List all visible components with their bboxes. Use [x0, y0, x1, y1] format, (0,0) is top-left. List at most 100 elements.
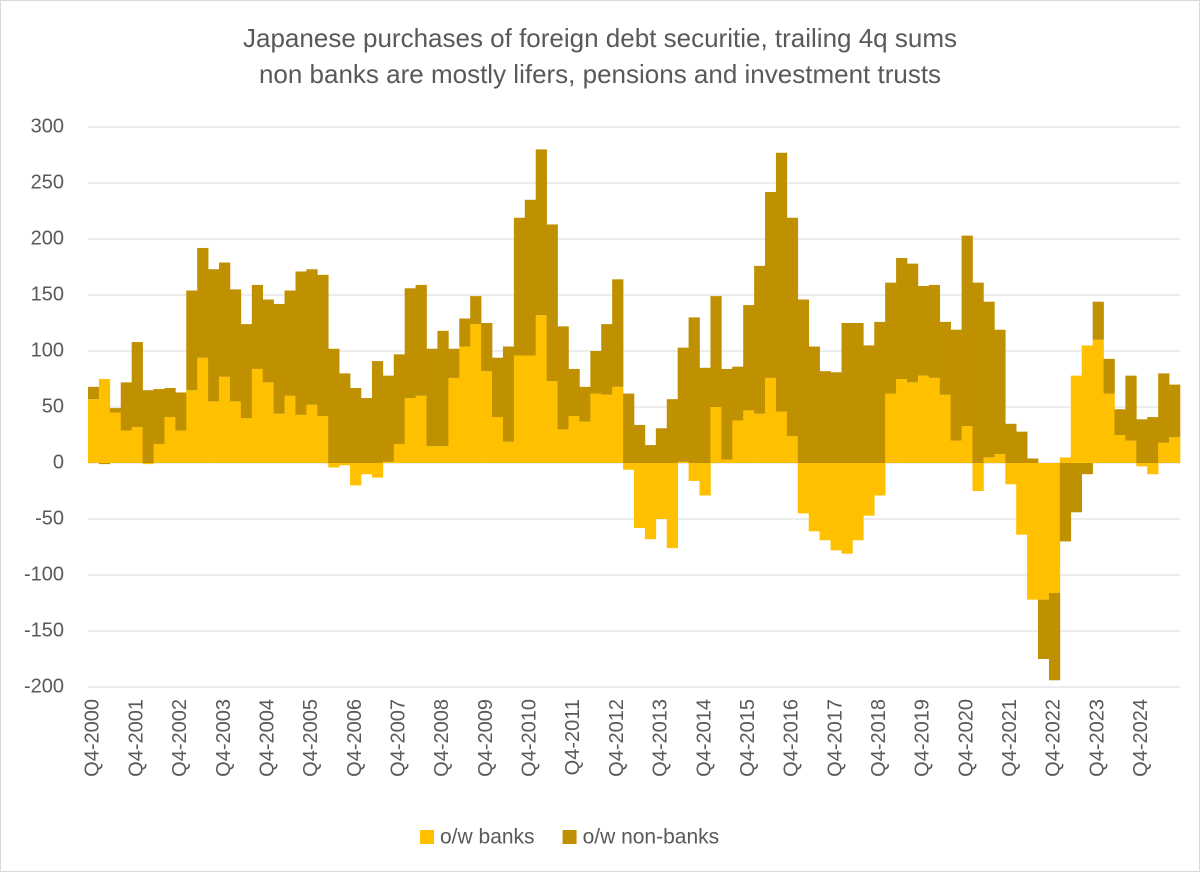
bar: [786, 436, 799, 463]
bar: [459, 346, 471, 463]
bar: [612, 386, 624, 463]
bar: [732, 420, 744, 463]
bar: [907, 382, 919, 463]
x-tick-label: Q4-2020: [955, 699, 977, 777]
bar: [371, 361, 384, 463]
x-tick-label: Q4-2001: [125, 699, 147, 777]
bar: [273, 413, 285, 463]
bar: [175, 430, 187, 463]
bar: [841, 463, 853, 554]
bar: [590, 393, 602, 463]
bar: [1125, 375, 1137, 441]
x-tick-label: Q4-2024: [1130, 699, 1152, 777]
x-tick-label: Q4-2016: [781, 699, 803, 777]
bar: [393, 443, 405, 463]
bar: [1169, 384, 1181, 438]
bar: [448, 348, 460, 378]
x-tick-label: Q4-2008: [431, 699, 453, 777]
bar: [197, 357, 209, 463]
bar: [109, 408, 122, 413]
bar: [448, 377, 460, 463]
axes: -200 -150 -100 -50 0 50 100 150 200 250 300 Q4-2000…: [24, 115, 1152, 777]
bar: [361, 398, 373, 463]
bar: [699, 367, 711, 463]
bar: [131, 342, 143, 428]
bar: [1114, 409, 1126, 435]
bar: [219, 376, 231, 463]
x-tick-label: Q4-2002: [169, 699, 191, 777]
bar: [950, 329, 962, 441]
bar: [317, 415, 329, 463]
bar: [994, 329, 1006, 455]
bar: [961, 235, 973, 427]
bar: [677, 347, 689, 462]
x-tick-label: Q4-2014: [693, 699, 715, 777]
bar: [699, 463, 711, 496]
bar: [251, 368, 264, 463]
bar: [1169, 437, 1181, 463]
bar: [328, 348, 340, 463]
bar: [524, 355, 537, 463]
bar: [513, 217, 526, 356]
bar: [393, 354, 405, 444]
bar: [361, 463, 373, 475]
bar: [961, 426, 973, 463]
bar: [524, 199, 537, 356]
bar: [721, 368, 733, 460]
bar: [666, 399, 678, 463]
bar: [164, 417, 176, 463]
bar: [939, 394, 951, 463]
bar: [972, 463, 984, 491]
bar: [557, 326, 569, 430]
bar: [142, 390, 154, 463]
bar: [470, 324, 482, 463]
bar: [262, 299, 274, 383]
bar: [874, 321, 886, 463]
bar: [481, 371, 493, 463]
bar: [568, 368, 580, 416]
bar: [459, 318, 471, 347]
bar: [1125, 440, 1137, 463]
bar: [797, 299, 810, 463]
y-tick-label: 0: [53, 451, 64, 473]
bar: [98, 379, 111, 463]
bar: [786, 217, 799, 437]
bar: [634, 424, 646, 463]
bar: [142, 463, 154, 465]
bar: [863, 463, 875, 516]
bar: [896, 258, 908, 379]
bar: [830, 463, 842, 551]
y-tick-label: 100: [31, 339, 64, 361]
bar: [1081, 345, 1093, 463]
bar: [426, 348, 438, 447]
bar: [1048, 592, 1061, 681]
bar: [208, 401, 220, 463]
bar: [98, 463, 111, 465]
bar: [251, 284, 264, 369]
bar: [546, 381, 558, 463]
bar: [1092, 339, 1104, 463]
bar: [1103, 393, 1115, 463]
bar: [492, 357, 504, 418]
bar: [153, 443, 165, 463]
bar: [644, 463, 657, 540]
bar: [175, 392, 187, 431]
bar: [1038, 599, 1050, 659]
bar: [502, 346, 515, 442]
bar: [721, 459, 733, 463]
bar: [863, 345, 875, 463]
bar: [623, 393, 635, 463]
bar: [1059, 463, 1072, 542]
y-tick-label: -50: [35, 507, 64, 529]
bar: [120, 430, 132, 463]
bar: [885, 393, 897, 463]
bar: [710, 296, 722, 407]
chart-subtitle: non banks are mostly lifers, pensions an…: [259, 59, 941, 89]
bar: [634, 463, 646, 528]
bar: [535, 149, 547, 316]
x-tick-label: Q4-2005: [300, 699, 322, 777]
legend-label: o/w non-banks: [583, 826, 720, 849]
bar: [197, 247, 209, 358]
bar: [1005, 423, 1017, 463]
